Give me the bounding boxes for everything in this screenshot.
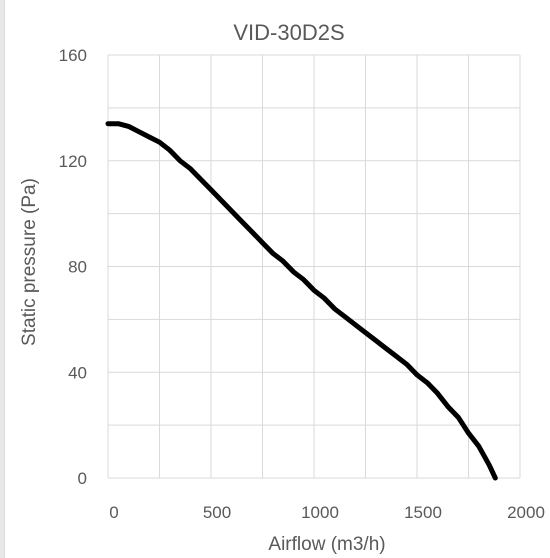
x-tick-label: 2000 <box>507 503 545 522</box>
x-tick-label: 0 <box>109 503 118 522</box>
y-axis-title: Static pressure (Pa) <box>19 178 40 346</box>
x-axis-title: Airflow (m3/h) <box>268 534 385 555</box>
y-tick-label: 40 <box>68 363 87 382</box>
x-axis-ticks: 0 500 1000 1500 2000 <box>109 503 545 522</box>
y-tick-label: 0 <box>78 469 87 488</box>
y-tick-label: 160 <box>59 46 87 65</box>
series <box>105 121 498 481</box>
series-line <box>105 121 498 481</box>
y-tick-label: 80 <box>68 258 87 277</box>
x-tick-label: 500 <box>203 503 231 522</box>
chart-area: VID-30D2S 0 40 80 120 160 0 500 1000 1500 2000 A… <box>4 0 550 558</box>
y-axis-ticks: 0 40 80 120 160 <box>59 46 87 488</box>
y-tick-label: 120 <box>59 152 87 171</box>
line-chart: VID-30D2S 0 40 80 120 160 0 500 1000 1500 2000 A… <box>19 20 545 555</box>
grid <box>107 54 521 479</box>
x-tick-label: 1000 <box>301 503 339 522</box>
chart-title: VID-30D2S <box>233 20 344 45</box>
x-tick-label: 1500 <box>404 503 442 522</box>
